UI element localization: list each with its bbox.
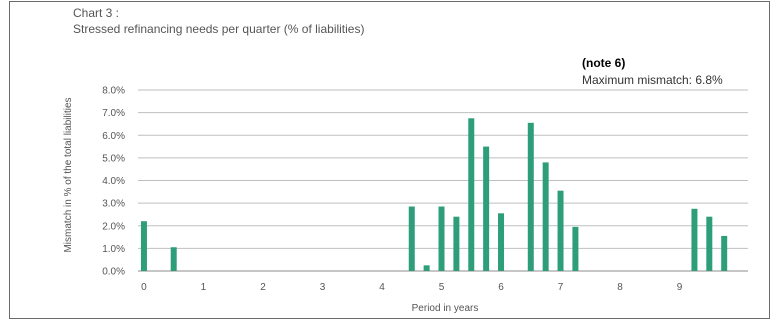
bar — [423, 265, 430, 271]
bar — [721, 235, 728, 271]
y-tick-label: 5.0% — [102, 153, 125, 164]
x-tick-label: 7 — [558, 282, 564, 293]
x-tick-label: 4 — [379, 282, 385, 293]
x-axis-label: Period in years — [412, 303, 479, 314]
bar — [542, 162, 549, 271]
bar — [572, 226, 579, 271]
bar — [527, 122, 534, 272]
x-tick-label: 5 — [439, 282, 445, 293]
chart-title: Stressed refinancing needs per quarter (… — [73, 22, 365, 36]
bar — [170, 247, 177, 271]
bars — [140, 118, 728, 272]
bar — [438, 206, 445, 271]
note-annotation: (note 6) — [582, 56, 626, 70]
max-mismatch-annotation: Maximum mismatch: 6.8% — [582, 73, 723, 87]
x-tick-label: 2 — [260, 282, 266, 293]
bar — [706, 216, 713, 271]
y-axis-label: Mismatch in % of the total liabilities — [63, 97, 74, 252]
y-tick-label: 6.0% — [102, 131, 125, 142]
x-tick-labels: 0 1 2 3 4 5 6 7 8 9 — [141, 282, 683, 293]
bar — [557, 190, 564, 271]
chart-frame — [9, 1, 770, 319]
bar — [498, 213, 505, 271]
bar — [408, 206, 415, 271]
y-tick-label: 7.0% — [102, 108, 125, 119]
bar — [691, 208, 698, 271]
y-tick-label: 3.0% — [102, 199, 125, 210]
x-tick-label: 1 — [201, 282, 207, 293]
chart-number: Chart 3 : — [73, 6, 120, 20]
x-tick-label: 8 — [617, 282, 623, 293]
x-tick-label: 6 — [498, 282, 504, 293]
y-tick-labels: 0.0% 1.0% 2.0% 3.0% 4.0% 5.0% 6.0% 7.0% 8.0% — [102, 86, 125, 278]
bar — [468, 118, 475, 271]
y-tick-label: 0.0% — [102, 267, 125, 278]
x-tick-label: 9 — [677, 282, 683, 293]
x-tick-label: 0 — [141, 282, 147, 293]
y-tick-label: 4.0% — [102, 176, 125, 187]
y-tick-label: 1.0% — [102, 244, 125, 255]
bar — [453, 216, 460, 271]
y-tick-label: 2.0% — [102, 221, 125, 232]
y-tick-label: 8.0% — [102, 86, 125, 97]
x-tick-label: 3 — [320, 282, 326, 293]
bar — [483, 146, 490, 271]
bar — [140, 221, 147, 271]
